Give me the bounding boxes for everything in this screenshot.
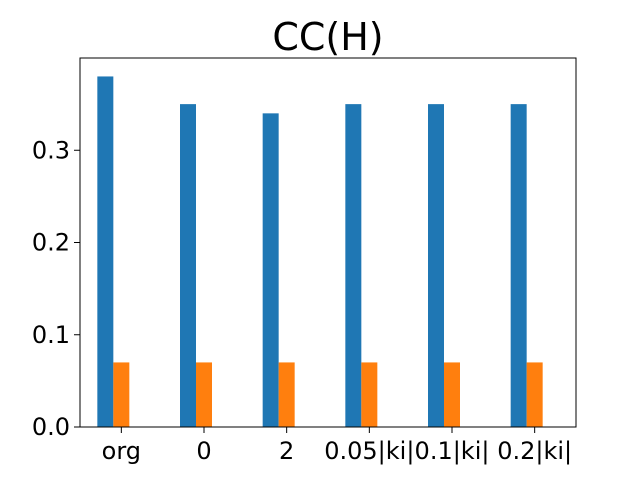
- y-tick-label: 0.0: [32, 413, 70, 441]
- bar-series2-5: [526, 362, 543, 427]
- chart-title: CC(H): [272, 15, 383, 59]
- plot-area: [97, 76, 543, 427]
- x-tick-label: 0.05|ki|: [324, 437, 414, 465]
- y-axis: 0.0 0.1 0.2 0.3: [32, 136, 80, 441]
- x-tick-label: org: [102, 437, 141, 465]
- y-tick-label: 0.2: [32, 229, 70, 257]
- bar-series1-2: [262, 113, 279, 427]
- x-tick-label: 0.1|ki|: [415, 437, 490, 465]
- x-axis: org 0 2 0.05|ki| 0.1|ki| 0.2|ki|: [102, 427, 572, 465]
- bar-series1-3: [345, 104, 362, 427]
- y-tick-label: 0.3: [32, 136, 70, 164]
- plot-frame: [79, 57, 577, 428]
- bar-series1-5: [510, 104, 527, 427]
- y-tick-label: 0.1: [32, 321, 70, 349]
- bar-series2-0: [113, 362, 130, 427]
- x-tick-label: 2: [279, 437, 294, 465]
- bar-series1-1: [180, 104, 196, 427]
- bar-series2-4: [444, 362, 460, 427]
- bar-series1-0: [97, 76, 114, 427]
- bar-series2-1: [196, 362, 212, 427]
- x-tick-label: 0: [196, 437, 211, 465]
- bar-series2-2: [278, 362, 295, 427]
- bar-series1-4: [428, 104, 444, 427]
- x-tick-label: 0.2|ki|: [497, 437, 572, 465]
- bar-series2-3: [361, 362, 378, 427]
